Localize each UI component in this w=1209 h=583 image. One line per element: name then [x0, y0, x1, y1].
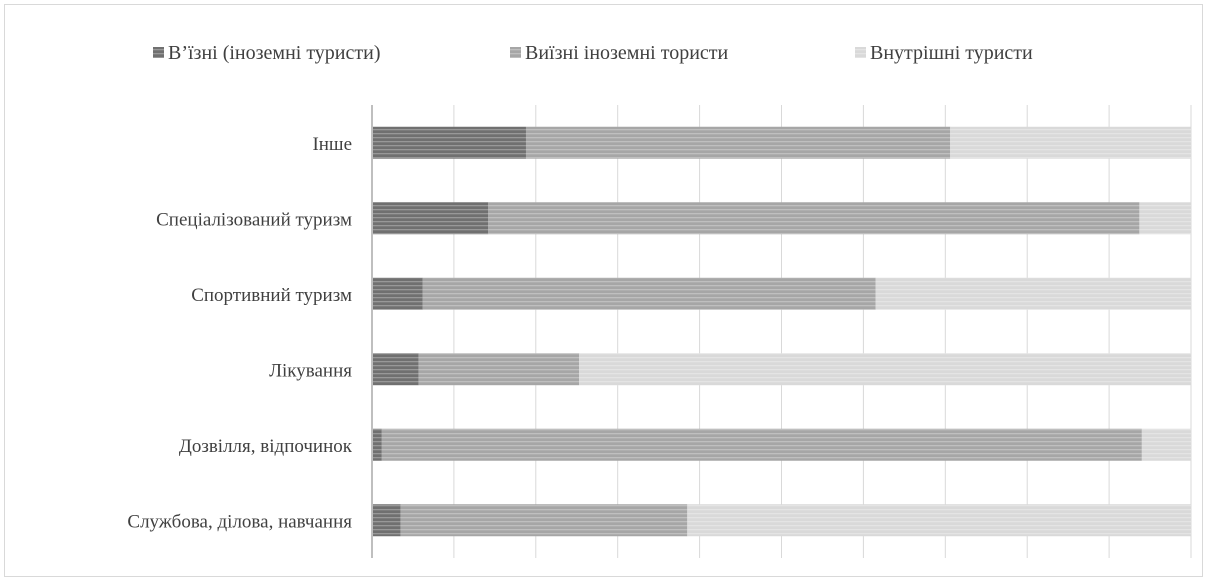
bar-segment [381, 428, 1142, 461]
bar-segment [372, 202, 489, 235]
category-label: Дозвілля, відпочинок [179, 436, 353, 457]
bar-segment [488, 202, 1140, 235]
bar-segment [1141, 428, 1191, 461]
category-label: Інше [312, 134, 352, 155]
bar-segment [372, 277, 423, 310]
legend-label: Внутрішні туристи [870, 42, 1033, 64]
bars [372, 126, 1191, 537]
bar-segment [418, 353, 580, 386]
category-label: Спеціалізований туризм [156, 209, 352, 230]
bar-segment [400, 504, 688, 537]
legend: В’їзні (іноземні туристи) Виїзні іноземні… [153, 42, 1033, 64]
category-axis-labels: Службова, ділова, навчання Дозвілля, відп… [127, 134, 352, 533]
bar-segment [1139, 202, 1191, 235]
category-label: Лікування [269, 360, 352, 381]
bar-segment [422, 277, 876, 310]
legend-entry: Внутрішні туристи [855, 42, 1033, 64]
bar-segment [372, 353, 419, 386]
chart-frame: В’їзні (іноземні туристи) Виїзні іноземні… [4, 4, 1203, 577]
stacked-bar-chart: В’їзні (іноземні туристи) Виїзні іноземні… [127, 42, 1192, 558]
legend-entry: В’їзні (іноземні туристи) [153, 42, 381, 64]
gridlines [371, 105, 1192, 558]
legend-label: В’їзні (іноземні туристи) [168, 42, 381, 64]
legend-entry: Виїзні іноземні тористи [510, 42, 729, 64]
bar-segment [875, 277, 1191, 310]
bar-segment [950, 126, 1191, 159]
bar-segment [525, 126, 951, 159]
legend-label: Виїзні іноземні тористи [525, 42, 729, 64]
bar-segment [372, 504, 401, 537]
bar-segment [687, 504, 1191, 537]
bar-segment [579, 353, 1191, 386]
bar-segment [372, 428, 382, 461]
category-label: Спортивний туризм [191, 285, 352, 306]
category-label: Службова, ділова, навчання [127, 511, 352, 532]
bar-segment [372, 126, 526, 159]
